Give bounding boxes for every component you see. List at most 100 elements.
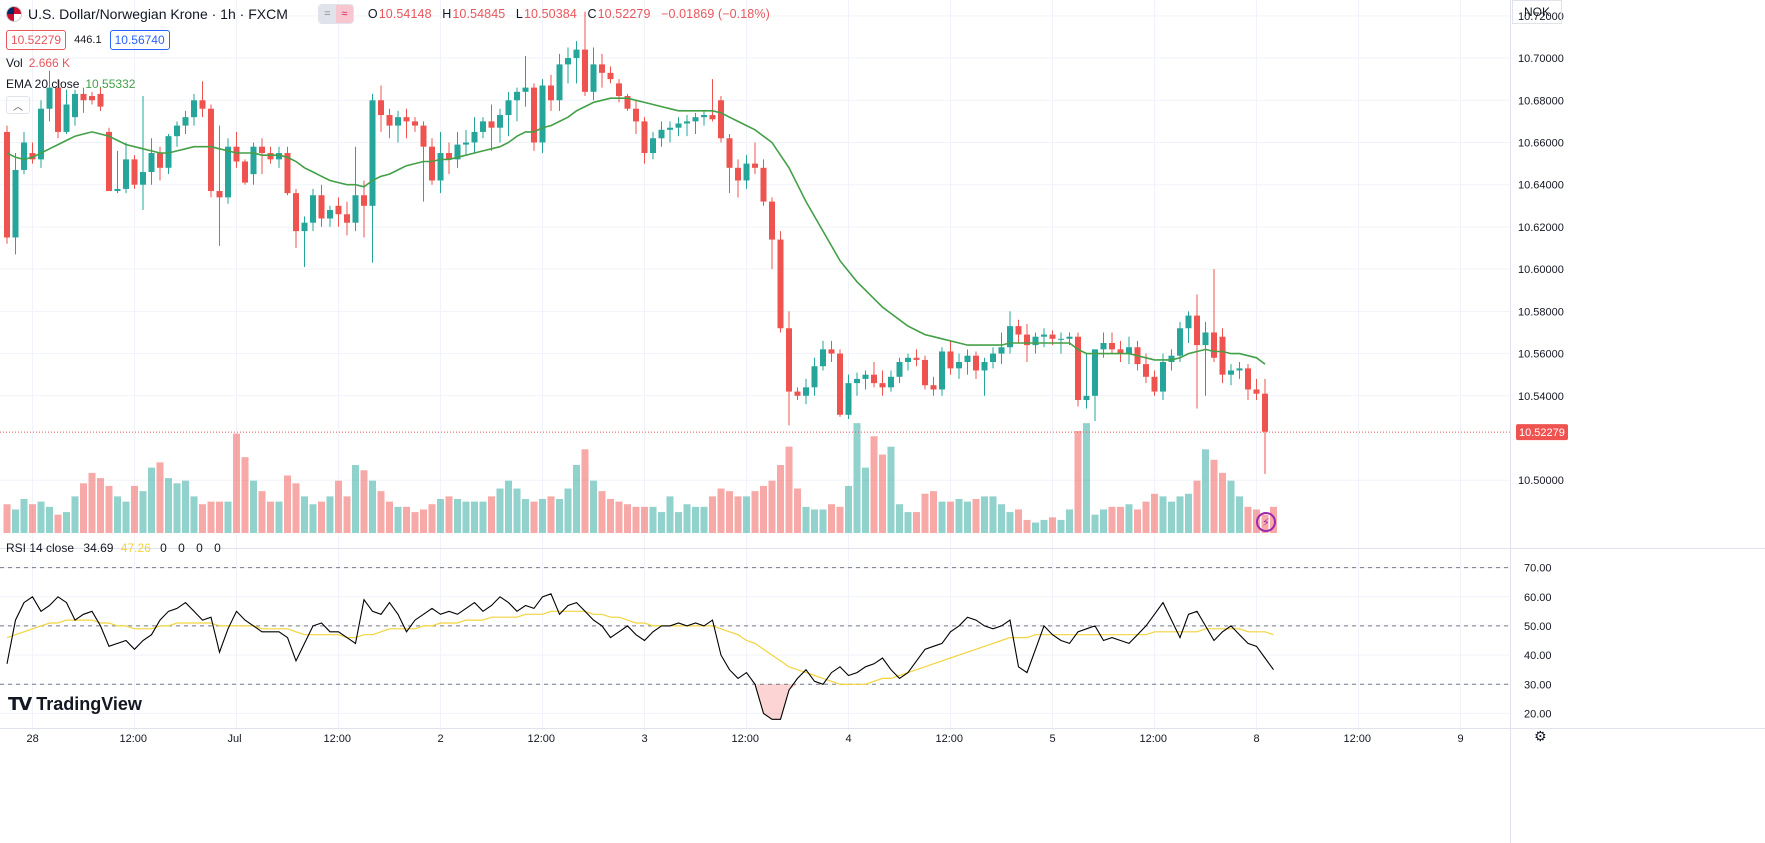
candle-body	[828, 349, 835, 354]
candle-body	[361, 195, 367, 206]
candle-body	[199, 100, 206, 109]
candle-body	[157, 153, 163, 168]
candle-body	[1109, 343, 1115, 350]
candle-body	[403, 117, 410, 122]
time-tick-label: 12:00	[1344, 733, 1372, 745]
candle	[514, 87, 520, 122]
candle	[412, 117, 418, 132]
sell-price-button[interactable]: 10.52279	[6, 30, 67, 50]
volume-bar	[734, 496, 742, 533]
candle-body	[480, 121, 486, 132]
collapse-legend-button[interactable]: ︿	[6, 96, 30, 114]
candle-body	[837, 353, 843, 415]
candle-body	[548, 85, 554, 101]
candle-body	[658, 129, 665, 139]
candle-body	[140, 172, 146, 185]
candle	[1092, 349, 1098, 422]
lightning-icon[interactable]: ⚡	[1256, 512, 1276, 532]
equals-icon: =	[318, 5, 336, 23]
candle-body	[862, 374, 869, 379]
candle-body	[395, 117, 401, 126]
candle-body	[1236, 368, 1243, 371]
volume-bar	[547, 496, 555, 533]
candle-body	[973, 355, 979, 371]
candle-body	[692, 117, 699, 122]
volume-bar	[386, 501, 393, 533]
rsi-legend[interactable]: RSI 14 close 34.69 47.26 0 0 0 0	[6, 541, 225, 555]
buy-price-button[interactable]: 10.56740	[109, 30, 170, 50]
volume-bar	[12, 509, 19, 533]
candle-body	[633, 108, 639, 122]
candle-body	[573, 49, 580, 59]
candle	[1211, 269, 1217, 363]
candle	[667, 121, 673, 143]
volume-bar	[921, 493, 929, 533]
candle	[1015, 319, 1022, 344]
candle-body	[896, 362, 903, 377]
compare-toggle[interactable]: = ≈	[317, 4, 354, 24]
candle-body	[1066, 336, 1073, 339]
candle-body	[1007, 326, 1013, 348]
candle	[284, 146, 291, 196]
candle	[55, 79, 61, 139]
candle-body	[1126, 347, 1132, 354]
volume-bar	[522, 499, 529, 533]
volume-bar	[1117, 506, 1124, 533]
candle	[454, 131, 461, 168]
chart-header: U.S. Dollar/Norwegian Krone · 1h · FXCM …	[6, 4, 770, 24]
volume-bar	[318, 501, 325, 533]
candle	[624, 93, 631, 111]
candle	[726, 134, 733, 194]
volume-bar	[964, 501, 971, 533]
candle	[981, 357, 988, 396]
volume-bar	[156, 462, 164, 533]
volume-bar	[947, 501, 954, 533]
ema-legend[interactable]: EMA 20 close 10.55332	[6, 77, 136, 91]
rsi-line	[6, 593, 1274, 720]
volume-value: 2.666 K	[28, 56, 71, 70]
candle	[998, 332, 1005, 365]
rsi-value: 34.69	[83, 541, 114, 555]
volume-bar	[275, 501, 283, 533]
candle-body	[259, 146, 265, 154]
candle	[29, 142, 36, 164]
symbol-title[interactable]: U.S. Dollar/Norwegian Krone · 1h · FXCM	[28, 6, 288, 22]
tv-logo-icon: 𝗧𝗩	[8, 694, 32, 714]
candle	[1253, 378, 1260, 401]
candle-body	[590, 64, 597, 92]
candle-body	[1083, 395, 1090, 401]
price-tick-label: 10.62000	[1518, 222, 1564, 234]
volume-bar	[1057, 519, 1065, 533]
candle-body	[318, 195, 325, 219]
candle-body	[1194, 315, 1200, 346]
approx-icon: ≈	[335, 5, 353, 23]
candle-body	[208, 108, 214, 192]
candle-body	[182, 117, 189, 126]
candle-body	[582, 49, 588, 92]
candle-body	[616, 83, 622, 97]
candle-body	[845, 383, 852, 415]
currency-selector[interactable]: NOK	[1512, 0, 1562, 24]
candle	[395, 110, 401, 143]
volume-bar	[326, 496, 334, 533]
volume-bar	[309, 504, 317, 533]
volume-bar	[981, 496, 988, 533]
candle	[208, 104, 214, 198]
tradingview-logo: 𝗧𝗩 TradingView	[8, 694, 142, 714]
candle-body	[301, 222, 308, 232]
candle	[378, 85, 384, 132]
candle	[21, 131, 27, 175]
volume-bar	[403, 506, 410, 533]
volume-legend[interactable]: Vol 2.666 K	[6, 56, 71, 70]
volume-bar	[1151, 493, 1158, 533]
candle	[1075, 332, 1081, 407]
candle	[973, 351, 979, 379]
candle-body	[1075, 336, 1081, 401]
candle-body	[1049, 334, 1056, 339]
candle-body	[777, 239, 784, 329]
volume-bar	[335, 480, 342, 533]
volume-bar	[377, 491, 385, 533]
candle-body	[233, 146, 240, 162]
settings-gear-icon[interactable]: ⚙	[1534, 728, 1547, 744]
